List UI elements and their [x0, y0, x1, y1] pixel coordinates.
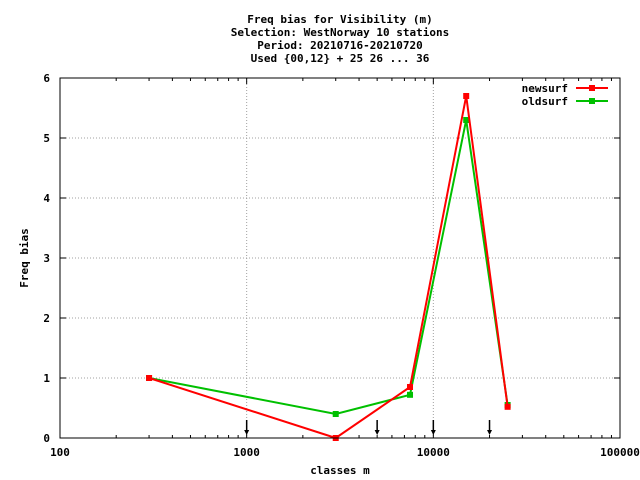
- data-point-oldsurf: [463, 117, 470, 123]
- x-tick-label: 100: [50, 446, 70, 459]
- chart-title-line-3: Period: 20210716-20210720: [257, 39, 423, 52]
- x-tick-label: 1000: [233, 446, 260, 459]
- class-arrow-head: [374, 430, 380, 435]
- y-tick-label: 0: [43, 432, 50, 445]
- plot-frame: [59, 77, 621, 439]
- legend: newsurf oldsurf: [522, 82, 608, 108]
- chart-title-line-1: Freq bias for Visibility (m): [247, 13, 432, 26]
- grid-layer: [60, 78, 620, 438]
- legend-label-newsurf: newsurf: [522, 82, 568, 95]
- class-arrow-head: [430, 430, 436, 435]
- class-arrow-head: [244, 430, 250, 435]
- data-point-oldsurf: [332, 411, 339, 417]
- data-point-oldsurf: [407, 391, 414, 398]
- legend-marker-newsurf: [589, 85, 595, 91]
- chart-title-line-4: Used {00,12} + 25 26 ... 36: [251, 52, 430, 65]
- data-point-newsurf: [504, 403, 511, 410]
- arrow-layer: [244, 420, 493, 435]
- legend-label-oldsurf: oldsurf: [522, 95, 568, 108]
- chart-title-line-2: Selection: WestNorway 10 stations: [231, 26, 450, 39]
- y-tick-label: 5: [43, 132, 50, 145]
- y-tick-label: 2: [43, 312, 50, 325]
- class-arrow-head: [487, 430, 493, 435]
- y-tick-label: 4: [43, 192, 50, 205]
- x-tick-label: 100000: [600, 446, 640, 459]
- y-tick-label: 3: [43, 252, 50, 265]
- series-layer: [146, 93, 511, 441]
- y-tick-label: 1: [43, 372, 50, 385]
- legend-marker-oldsurf: [589, 98, 595, 104]
- data-point-newsurf: [146, 375, 153, 381]
- y-tick-label: 6: [43, 72, 50, 85]
- data-point-newsurf: [407, 384, 414, 390]
- y-axis-label: Freq bias: [18, 228, 31, 288]
- x-tick-label: 10000: [417, 446, 450, 459]
- data-point-newsurf: [463, 93, 470, 99]
- x-axis-label: classes m: [310, 464, 370, 477]
